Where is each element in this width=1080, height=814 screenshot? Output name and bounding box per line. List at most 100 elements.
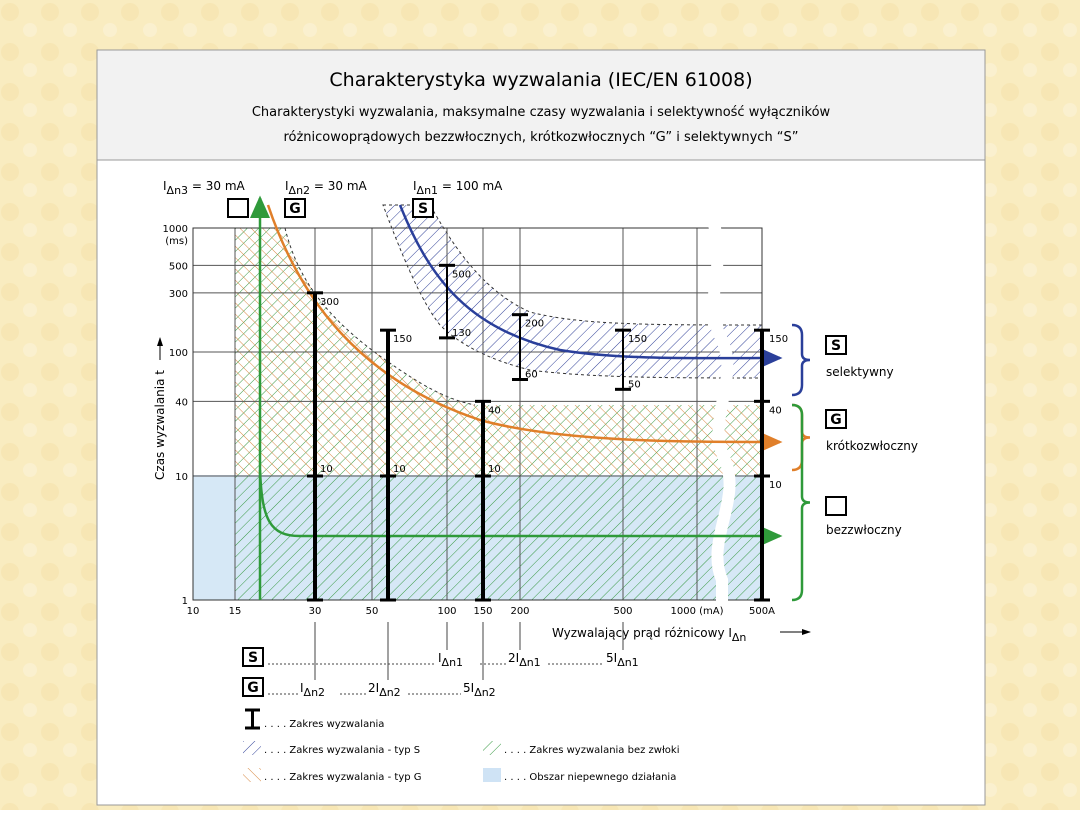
multiple-label: 5IΔn1 bbox=[606, 651, 639, 669]
instant-area bbox=[235, 475, 762, 600]
legend-swatch bbox=[243, 768, 261, 782]
bar-label: 10 bbox=[320, 464, 333, 475]
y-tick-label: 1000 bbox=[163, 224, 188, 235]
label-bg bbox=[436, 650, 478, 668]
legend-label: . . . . Obszar niepewnego działania bbox=[504, 772, 676, 783]
multiple-label: 5IΔn2 bbox=[463, 681, 496, 699]
type-box bbox=[284, 198, 306, 218]
top-label-rest: = 100 mA bbox=[438, 179, 503, 193]
top-label-main: I bbox=[163, 179, 167, 193]
x-tick-label: 1000 (mA) bbox=[670, 606, 723, 617]
bar-label: 200 bbox=[525, 319, 544, 330]
multiple-label: 2IΔn2 bbox=[368, 681, 401, 699]
side-box bbox=[825, 335, 847, 355]
top-label: IΔn2 = 30 mA bbox=[285, 179, 368, 197]
g-curve bbox=[266, 204, 783, 452]
label-bg bbox=[298, 680, 340, 698]
bar-label: 150 bbox=[393, 334, 412, 345]
bar-label: 300 bbox=[320, 297, 339, 308]
legend-swatch bbox=[243, 741, 261, 755]
label-bg bbox=[506, 650, 548, 668]
multiple-label-sub: Δn1 bbox=[442, 656, 464, 669]
x-tick-label: 500A bbox=[749, 606, 775, 617]
top-label-rest: = 30 mA bbox=[310, 179, 367, 193]
y-tick-label: 1 bbox=[182, 596, 188, 607]
multiple-label-main: 2I bbox=[508, 651, 519, 665]
side-box-letter: G bbox=[830, 412, 842, 428]
side-box bbox=[825, 409, 847, 429]
multiple-label-main: I bbox=[300, 681, 304, 695]
multiple-label-sub: Δn2 bbox=[474, 686, 496, 699]
y-tick-label: 500 bbox=[169, 261, 188, 272]
multiple-label-sub: Δn1 bbox=[617, 656, 639, 669]
legend-swatch bbox=[483, 741, 501, 755]
subtitle: różnicowoprądowych bezzwłocznych, krótko… bbox=[283, 130, 798, 145]
legend-label: . . . . Zakres wyzwalania - typ G bbox=[264, 772, 422, 783]
bar-label: 150 bbox=[628, 334, 647, 345]
x-tick-label: 10 bbox=[187, 606, 200, 617]
multiple-box-letter: S bbox=[248, 650, 258, 666]
top-label-sub: Δn3 bbox=[167, 184, 189, 197]
x-tick-label: 50 bbox=[366, 606, 379, 617]
x-tick-label: 500 bbox=[613, 606, 632, 617]
side-label: selektywny bbox=[826, 365, 894, 379]
side-box bbox=[825, 496, 847, 516]
multiple-label-main: 5I bbox=[606, 651, 617, 665]
bar-label: 500 bbox=[452, 269, 471, 280]
x-axis-label-main: Wyzwalający prąd różnicowy I bbox=[552, 626, 732, 640]
type-box bbox=[227, 198, 249, 218]
multiple-label: 2IΔn1 bbox=[508, 651, 541, 669]
y-tick-label: 10 bbox=[175, 472, 188, 483]
multiple-label-main: I bbox=[438, 651, 442, 665]
side-label: krótkozwłoczny bbox=[826, 439, 918, 453]
side-box-letter: S bbox=[831, 338, 841, 354]
x-tick-label: 30 bbox=[309, 606, 322, 617]
multiple-label-sub: Δn2 bbox=[379, 686, 401, 699]
brace-instant bbox=[791, 403, 811, 602]
label-bg bbox=[604, 650, 646, 668]
y-unit: (ms) bbox=[165, 236, 188, 247]
y-tick-label: 40 bbox=[175, 397, 188, 408]
brace-s bbox=[791, 323, 811, 397]
type-box bbox=[412, 198, 434, 218]
y-tick-label: 300 bbox=[169, 289, 188, 300]
x-axis-label-sub: Δn bbox=[732, 631, 747, 644]
multiple-label-main: 5I bbox=[463, 681, 474, 695]
bar-label: 10 bbox=[769, 480, 782, 491]
g-area bbox=[235, 228, 762, 475]
top-label-rest: = 30 mA bbox=[188, 179, 245, 193]
top-label: IΔn3 = 30 mA bbox=[163, 179, 246, 197]
legend-label: . . . . Zakres wyzwalania - typ S bbox=[264, 745, 420, 756]
y-axis-label: Czas wyzwalania t bbox=[153, 370, 167, 480]
s-curve bbox=[398, 204, 783, 369]
bar-label: 10 bbox=[393, 464, 406, 475]
legend-swatch bbox=[483, 768, 501, 782]
x-tick-label: 200 bbox=[510, 606, 529, 617]
multiple-label: IΔn1 bbox=[438, 651, 463, 669]
multiple-label-sub: Δn2 bbox=[304, 686, 326, 699]
top-label-sub: Δn2 bbox=[289, 184, 311, 197]
top-label-main: I bbox=[285, 179, 289, 193]
type-box-letter: G bbox=[289, 201, 301, 217]
multiple-label-sub: Δn1 bbox=[519, 656, 541, 669]
x-tick-label: 100 bbox=[437, 606, 456, 617]
multiple-box bbox=[242, 647, 264, 667]
bar-label: 40 bbox=[769, 405, 782, 416]
top-label-main: I bbox=[413, 179, 417, 193]
axis-break bbox=[706, 217, 736, 605]
bar-label: 10 bbox=[488, 464, 501, 475]
multiple-label: IΔn2 bbox=[300, 681, 325, 699]
title: Charakterystyka wyzwalania (IEC/EN 61008… bbox=[329, 69, 752, 91]
label-bg bbox=[461, 680, 503, 698]
bar-label: 150 bbox=[769, 334, 788, 345]
x-tick-label: 15 bbox=[229, 606, 242, 617]
x-axis-label: Wyzwalający prąd różnicowy IΔn bbox=[552, 626, 746, 644]
multiple-box bbox=[242, 677, 264, 697]
multiple-box-letter: G bbox=[247, 680, 259, 696]
type-box-letter: S bbox=[418, 201, 428, 217]
top-label: IΔn1 = 100 mA bbox=[413, 179, 503, 197]
bar-label: 50 bbox=[628, 379, 641, 390]
bar-label: 40 bbox=[488, 405, 501, 416]
header-band bbox=[96, 49, 986, 161]
